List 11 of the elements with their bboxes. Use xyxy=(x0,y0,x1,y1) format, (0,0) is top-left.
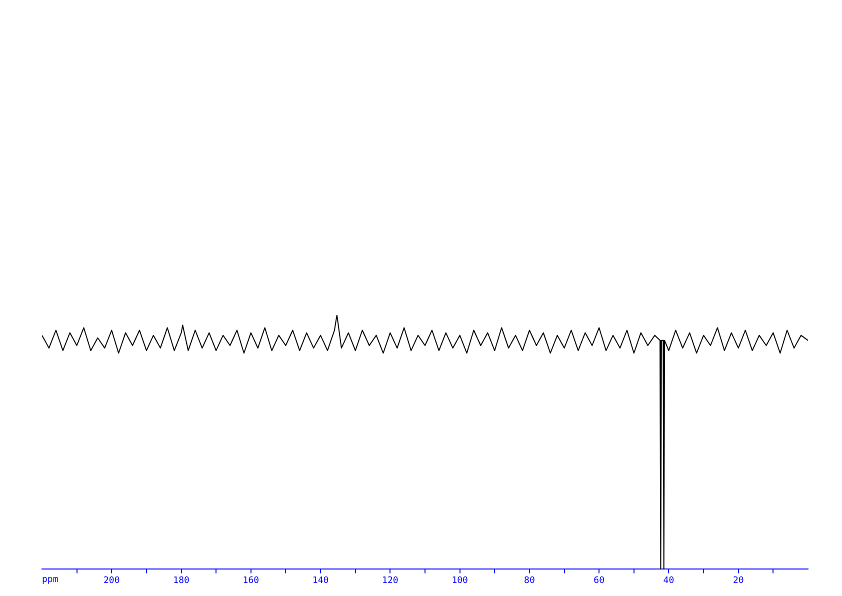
x-tick-label: 120 xyxy=(382,576,398,586)
x-tick-label: 40 xyxy=(663,576,674,586)
x-tick-label: 160 xyxy=(242,576,260,586)
x-tick-label: 100 xyxy=(452,576,468,586)
x-tick-label: 140 xyxy=(312,576,329,586)
x-tick-label: 20 xyxy=(732,576,744,586)
x-tick-label: 60 xyxy=(594,576,605,586)
x-tick-label: 180 xyxy=(173,576,190,586)
x-axis-title: ppm xyxy=(42,575,58,586)
x-tick-label: 200 xyxy=(104,576,120,586)
x-tick-label: 80 xyxy=(524,576,535,586)
